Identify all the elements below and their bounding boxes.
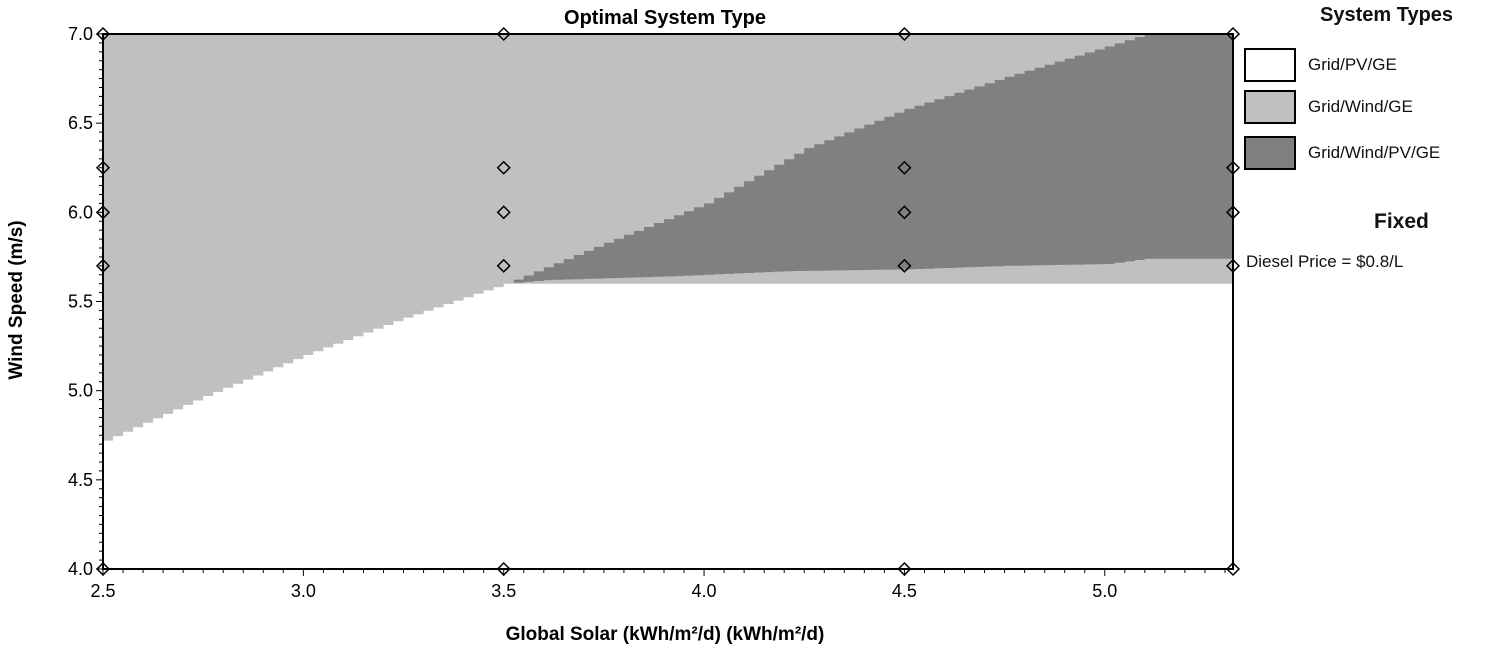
axes: 2.5 3.0 3.5 4.0 4.5 5.0 4.0 4.5 5.0 5.5 6.0 6.5 7.0	[68, 24, 1234, 601]
sensitivity-point-marker	[897, 26, 912, 42]
sensitivity-point-marker	[95, 26, 111, 42]
fixed-diesel-price: Diesel Price = $0.8/L	[1246, 252, 1404, 271]
x-tick-label: 3.5	[491, 581, 516, 601]
x-axis-label: Global Solar (kWh/m²/d) (kWh/m²/d)	[506, 624, 825, 645]
x-tick-label: 4.0	[692, 581, 717, 601]
y-tick-label: 5.5	[68, 292, 93, 312]
chart-title: Optimal System Type	[564, 7, 766, 29]
legend-title: System Types	[1320, 4, 1454, 26]
legend-swatch-grid-pv-ge	[1244, 48, 1296, 82]
sensitivity-point-marker	[1225, 258, 1241, 273]
region-grid-wind-pv-ge	[503, 34, 1233, 284]
sensitivity-markers	[95, 26, 1241, 577]
legend-swatch-grid-wind-ge	[1244, 90, 1296, 124]
y-tick-label: 6.0	[68, 202, 93, 222]
sensitivity-point-marker	[95, 160, 111, 175]
sensitivity-point-marker	[95, 258, 111, 273]
y-tick-label: 6.5	[68, 113, 93, 133]
plot-area	[103, 34, 1233, 569]
sensitivity-point-marker	[496, 26, 511, 42]
sensitivity-point-marker	[1225, 26, 1241, 42]
x-tick-label: 4.5	[892, 581, 917, 601]
y-tick-label: 5.0	[68, 381, 93, 401]
sensitivity-point-marker	[496, 561, 511, 577]
sensitivity-point-marker	[1225, 205, 1241, 220]
x-tick-label: 2.5	[90, 581, 115, 601]
x-tick-label: 5.0	[1092, 581, 1117, 601]
sensitivity-point-marker	[897, 205, 912, 220]
y-tick-label: 7.0	[68, 24, 93, 44]
sensitivity-point-marker	[496, 258, 511, 273]
legend-label-grid-pv-ge: Grid/PV/GE	[1308, 55, 1397, 74]
legend-item-grid-wind-pv-ge: Grid/Wind/PV/GE	[1244, 136, 1494, 174]
legend-label-grid-wind-ge: Grid/Wind/GE	[1308, 97, 1413, 116]
sensitivity-point-marker	[897, 160, 912, 175]
legend-label-grid-wind-pv-ge: Grid/Wind/PV/GE	[1308, 143, 1441, 162]
sensitivity-point-marker	[496, 205, 511, 220]
legend-swatch-grid-wind-pv-ge	[1244, 136, 1296, 170]
sensitivity-point-marker	[95, 561, 111, 577]
sensitivity-point-marker	[1225, 160, 1241, 175]
x-tick-label: 3.0	[291, 581, 316, 601]
sensitivity-point-marker	[897, 258, 912, 273]
legend-item-grid-pv-ge: Grid/PV/GE	[1244, 48, 1494, 86]
y-tick-label: 4.5	[68, 470, 93, 490]
y-axis-label: Wind Speed (m/s)	[6, 220, 27, 379]
fixed-title: Fixed	[1374, 210, 1429, 233]
legend-item-grid-wind-ge: Grid/Wind/GE	[1244, 90, 1494, 128]
sensitivity-point-marker	[496, 160, 511, 175]
sensitivity-point-marker	[95, 205, 111, 220]
y-tick-label: 4.0	[68, 559, 93, 579]
sensitivity-point-marker	[897, 561, 912, 577]
sensitivity-point-marker	[1225, 561, 1241, 577]
